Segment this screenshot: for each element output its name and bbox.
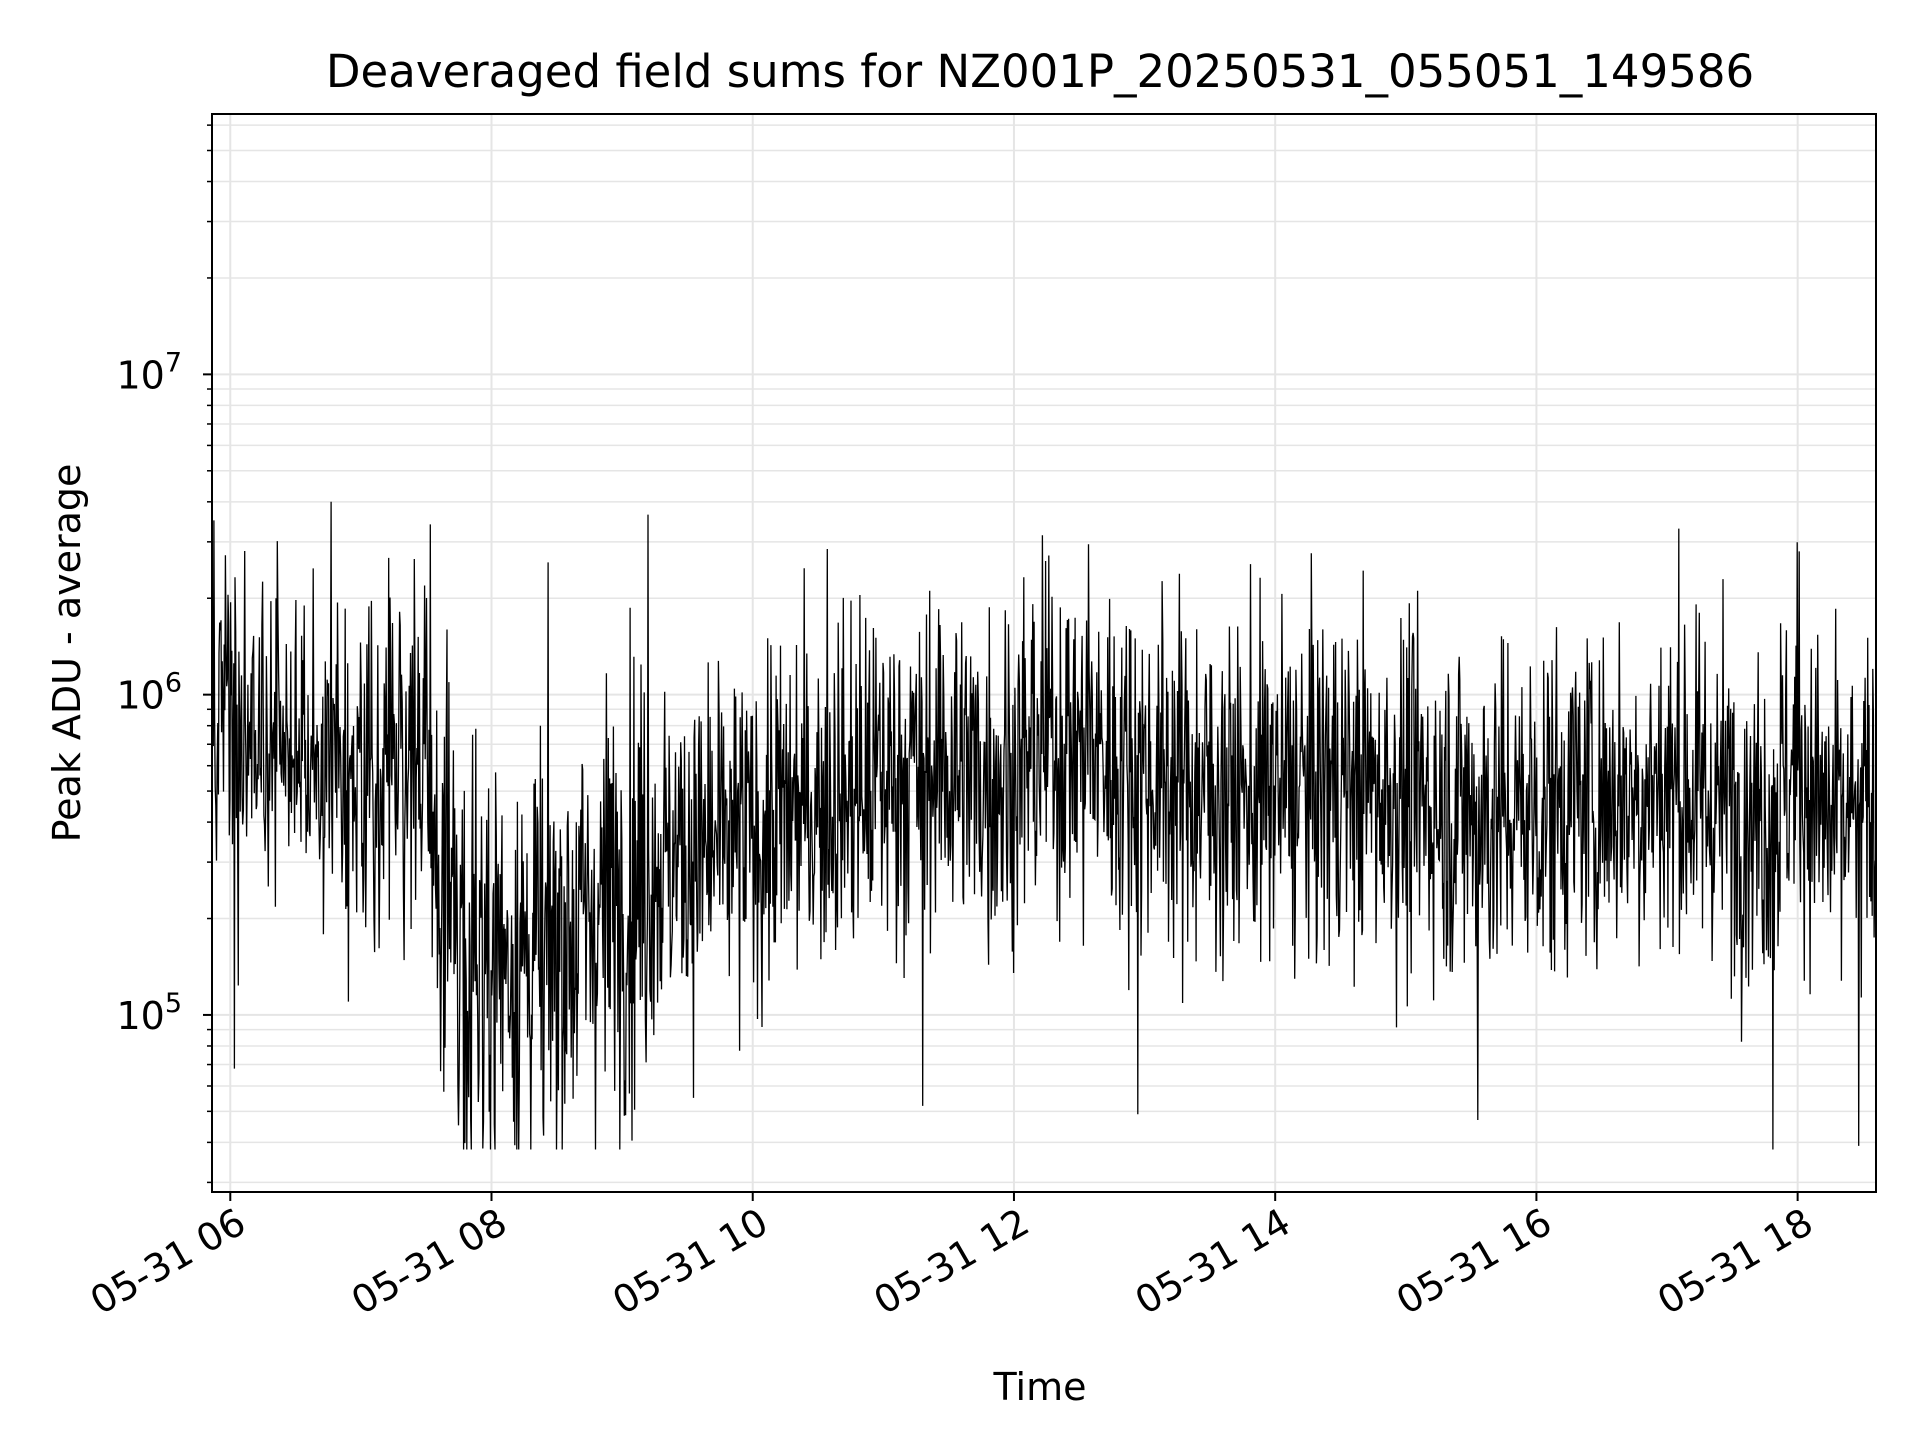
- y-tick-label: 107: [116, 347, 182, 397]
- y-axis-label: Peak ADU - average: [45, 464, 89, 843]
- series-layer: [211, 501, 1877, 1150]
- series-line: [211, 501, 1877, 1150]
- y-axis: 105 106 107: [116, 124, 212, 1184]
- y-tick-label: 106: [116, 668, 182, 718]
- chart-title: Deaveraged field sums for NZ001P_2025053…: [326, 45, 1754, 98]
- x-axis-label: Time: [993, 1365, 1087, 1409]
- y-tick-label: 105: [116, 988, 182, 1038]
- plot-frame: [211, 113, 1877, 1193]
